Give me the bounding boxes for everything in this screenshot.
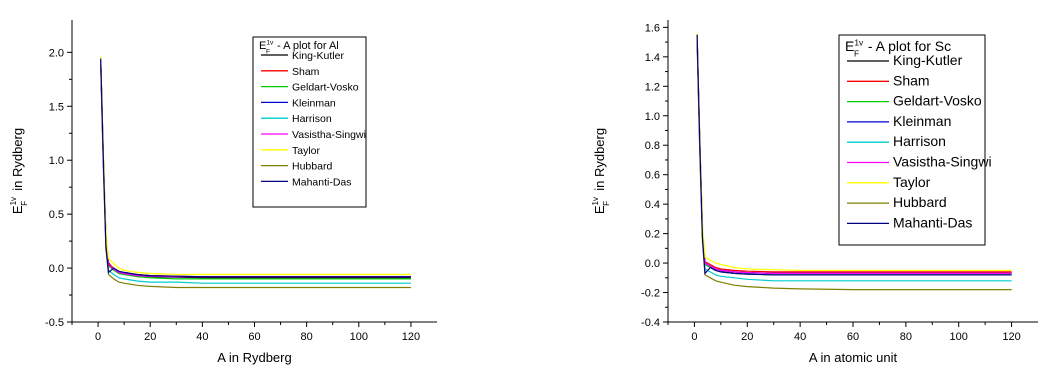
legend-entry: Taylor <box>893 174 931 190</box>
y-tick-label: -0.2 <box>641 288 660 300</box>
legend-entry: Hubbard <box>292 161 332 173</box>
y-tick-label: 1.4 <box>645 52 660 64</box>
y-tick-label: 0.0 <box>49 263 64 275</box>
legend-entry: King-Kutler <box>893 52 963 68</box>
chart-sc: 0 20 40 60 80 100 120 -0.4 -0.2 0.0 0.2 0.4 0.6 0.8 1.… <box>591 20 1038 365</box>
y-tick-label: 0.0 <box>645 258 660 270</box>
x-tick-label: 60 <box>248 331 260 343</box>
legend-entry: Taylor <box>292 145 321 157</box>
x-tick-label: 0 <box>95 331 101 343</box>
x-tick-label: 60 <box>847 331 859 343</box>
legend-entry: Sham <box>292 66 320 78</box>
legend-entry: Vasistha-Singwi <box>292 129 366 141</box>
x-tick-label: 120 <box>402 331 420 343</box>
x-tick-label: 80 <box>900 331 912 343</box>
y-tick-label: 1.0 <box>49 155 64 167</box>
legend-entry: Geldart-Vosko <box>292 82 359 94</box>
series-line-taylor <box>100 56 411 276</box>
legend-title: E1v F - A plot for Al <box>259 40 339 56</box>
y-tick-label: 0.2 <box>645 229 660 241</box>
x-tick-label: 20 <box>144 331 156 343</box>
legend-entry: Hubbard <box>893 194 947 210</box>
x-tick-label: 40 <box>196 331 208 343</box>
legend-entry: Mahanti-Das <box>292 176 352 188</box>
legend-entry: Harrison <box>292 113 332 125</box>
y-tick-label: 1.2 <box>645 81 660 93</box>
y-tick-label: -0.5 <box>45 317 64 329</box>
x-tick-label: 80 <box>301 331 313 343</box>
legend-entry: Kleinman <box>893 113 951 129</box>
x-tick-label: 120 <box>1002 331 1020 343</box>
legend-entry: Geldart-Vosko <box>893 93 982 109</box>
series-line-mahanti-das <box>696 34 1012 276</box>
legend-box <box>838 34 986 246</box>
legend-entry: Sham <box>893 72 930 88</box>
y-axis-label: E1v F in Rydberg <box>591 128 611 214</box>
chart-al: 0 20 40 60 80 100 120 -0.5 0.0 0.5 1.0 1.5 2.0 A in R… <box>9 20 437 365</box>
series-line-taylor <box>696 33 1012 271</box>
y-tick-label: -0.4 <box>641 317 660 329</box>
y-tick-label: 1.5 <box>49 101 64 113</box>
y-tick-label: 0.8 <box>645 140 660 152</box>
x-axis-label: A in Rydberg <box>217 350 291 365</box>
y-tick-label: 1.0 <box>645 111 660 123</box>
y-tick-label: 0.5 <box>49 209 64 221</box>
x-tick-label: 100 <box>350 331 368 343</box>
x-axis-label: A in atomic unit <box>809 350 898 365</box>
legend-title: E1v F - A plot for Sc <box>845 37 951 58</box>
legend-entry: Harrison <box>893 133 946 149</box>
y-axis-label: E1v F in Rydberg <box>9 128 29 214</box>
x-tick-label: 0 <box>691 331 697 343</box>
legend-entry: Kleinman <box>292 97 336 109</box>
legend-box <box>252 36 367 208</box>
x-tick-label: 20 <box>741 331 753 343</box>
legend-entry: Vasistha-Singwi <box>893 154 992 170</box>
x-tick-label: 40 <box>794 331 806 343</box>
legend-entry: King-Kutler <box>292 50 344 62</box>
y-tick-label: 0.4 <box>645 199 660 211</box>
y-tick-label: 2.0 <box>49 47 64 59</box>
y-tick-label: 0.6 <box>645 170 660 182</box>
legend-entry: Mahanti-Das <box>893 214 972 230</box>
x-tick-label: 100 <box>950 331 968 343</box>
y-tick-label: 1.6 <box>645 22 660 34</box>
series-line-mahanti-das <box>100 58 411 278</box>
